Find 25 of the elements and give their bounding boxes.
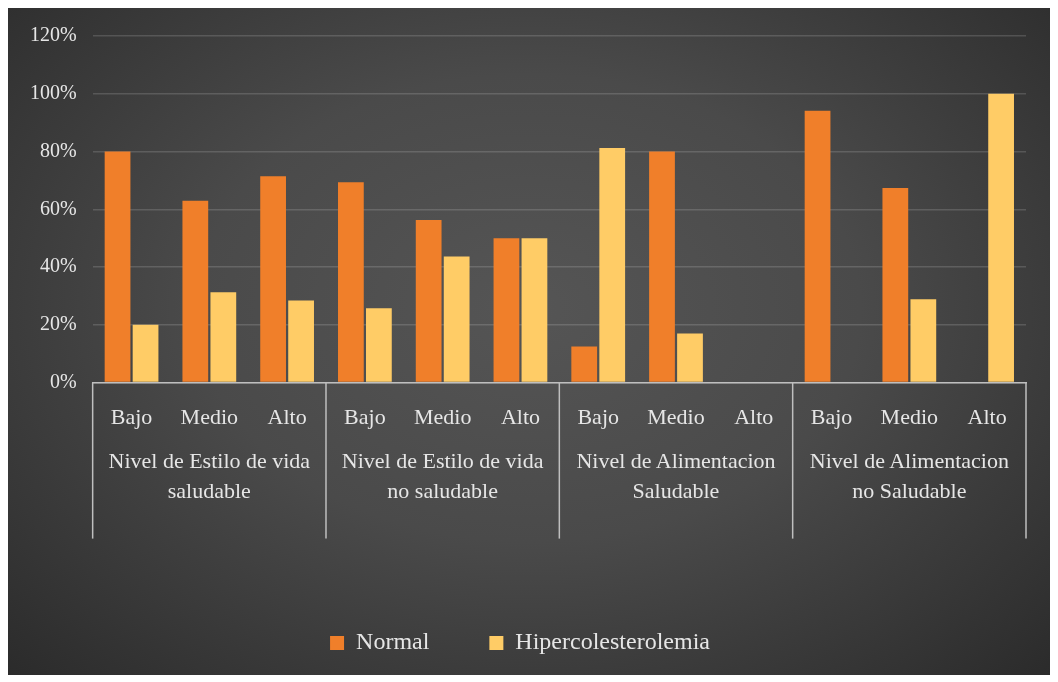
x-tick-label: Bajo (810, 403, 853, 429)
y-tick-label: 60% (39, 196, 77, 219)
text: Nivel de Alimentacion no Saludable (809, 448, 1009, 504)
y-tick-label: 120% (29, 23, 77, 46)
x-tick-label: Medio (180, 403, 239, 429)
x-tick-label: Bajo (344, 403, 386, 429)
x-tick-label: Alto (967, 403, 1007, 429)
y-tick-label: 80% (39, 138, 77, 161)
y-tick-label: 20% (39, 312, 77, 335)
x-tick-label: Alto (734, 403, 774, 429)
x-tick-label: Alto (500, 403, 540, 429)
x-tick-label: Medio (880, 403, 939, 429)
y-tick-label: 100% (29, 81, 77, 104)
legend-label: Normal (356, 628, 430, 655)
y-tick-label: 40% (39, 254, 77, 277)
x-tick-label: Bajo (110, 403, 153, 429)
x-tick-label: Bajo (577, 403, 619, 429)
y-tick-label: 0% (49, 369, 77, 392)
text: Nivel de Estilo de vida no saludable (341, 448, 544, 504)
x-tick-label: Medio (647, 403, 705, 429)
text: Nivel de Estilo de vida saludable (108, 448, 311, 504)
text: Nivel de Alimentacion Saludable (576, 448, 776, 504)
x-tick-label: Medio (413, 403, 472, 429)
x-tick-label: Alto (267, 403, 307, 429)
legend-label: Hipercolesterolemia (515, 628, 711, 655)
